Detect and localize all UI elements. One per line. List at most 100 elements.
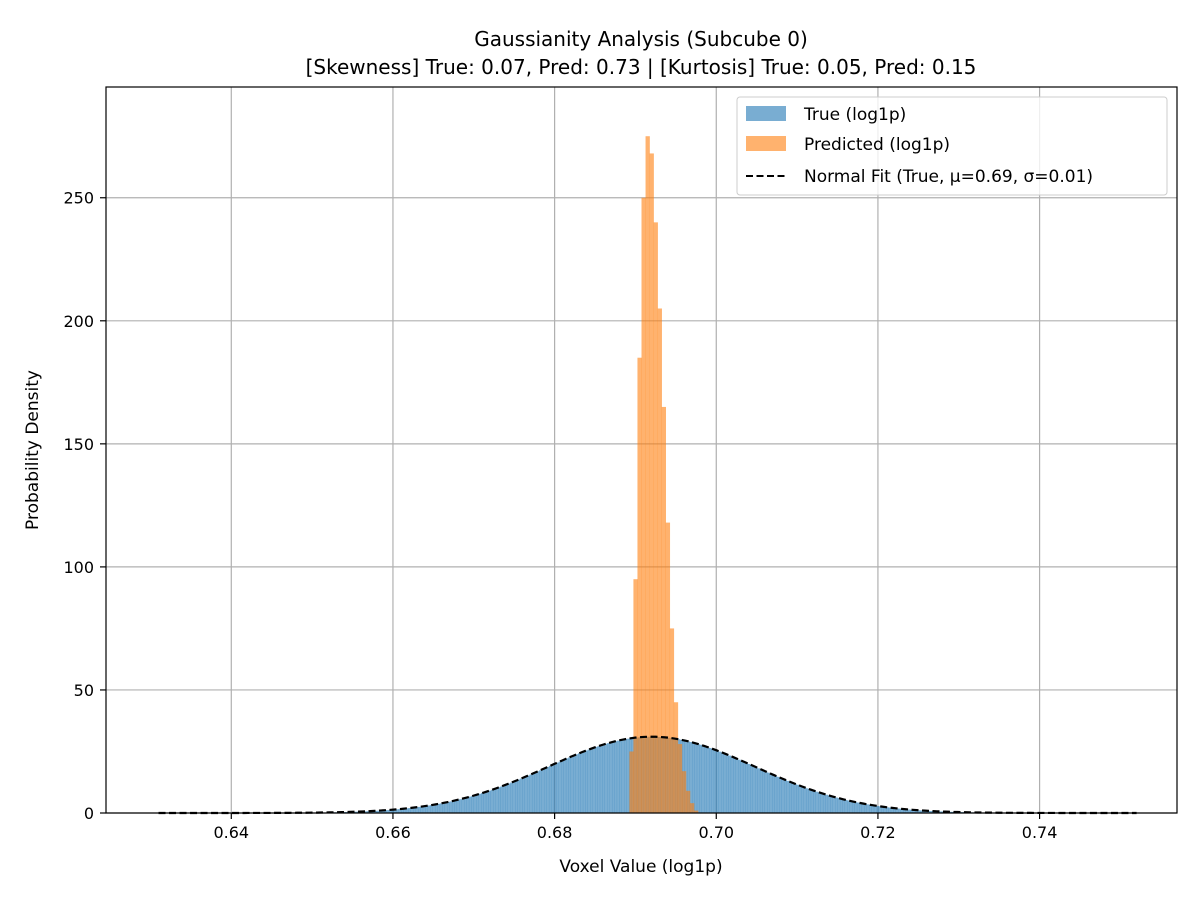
true-hist-bar — [905, 809, 909, 813]
true-hist-bar — [699, 744, 702, 813]
true-hist-bar — [473, 795, 477, 813]
true-hist-bar — [796, 784, 799, 813]
true-hist-bar — [587, 749, 591, 813]
true-hist-bar — [869, 804, 872, 813]
true-hist-bar — [861, 803, 865, 813]
true-hist-bar — [886, 807, 889, 813]
true-hist-bar — [888, 807, 892, 813]
true-hist-bar — [607, 743, 610, 813]
true-hist-bar — [425, 805, 428, 813]
true-hist-bar — [454, 800, 458, 813]
true-hist-bar — [611, 741, 615, 813]
true-hist-bar — [619, 740, 622, 813]
true-hist-bar — [580, 752, 584, 813]
true-hist-bar — [910, 809, 913, 813]
true-hist-bar — [418, 806, 421, 813]
predicted-hist-bar — [649, 153, 654, 814]
true-hist-bar — [742, 761, 746, 813]
true-hist-bar — [687, 741, 690, 813]
true-hist-bar — [427, 805, 431, 813]
true-hist-bar — [415, 807, 419, 813]
true-hist-bar — [907, 809, 911, 813]
true-hist-bar — [801, 786, 804, 813]
true-hist-bar — [803, 787, 807, 813]
true-hist-bar — [527, 775, 530, 813]
predicted-hist-bar — [689, 803, 695, 813]
x-tick-label: 0.64 — [213, 823, 249, 842]
true-hist-bar — [459, 799, 462, 813]
true-hist-bar — [364, 811, 368, 813]
true-hist-bar — [725, 754, 729, 813]
true-hist-bar — [565, 758, 569, 813]
true-hist-bar — [442, 802, 445, 813]
true-hist-bar — [388, 809, 392, 813]
true-hist-bar — [898, 808, 901, 813]
true-hist-bar — [842, 799, 846, 813]
true-hist-bar — [701, 745, 705, 813]
true-hist-bar — [876, 805, 879, 813]
true-hist-bar — [626, 738, 630, 813]
true-hist-bar — [929, 811, 933, 813]
true-hist-bar — [502, 785, 506, 813]
true-hist-bar — [444, 802, 448, 813]
true-hist-bar — [759, 769, 763, 813]
true-hist-bar — [723, 753, 727, 813]
true-hist-bar — [490, 789, 494, 813]
true-hist-bar — [592, 747, 596, 813]
y-tick-label: 200 — [63, 312, 94, 331]
y-tick-label: 0 — [84, 804, 94, 823]
true-hist-bar — [597, 746, 601, 813]
true-hist-bar — [386, 810, 390, 813]
true-hist-bar — [519, 778, 523, 813]
true-hist-bar — [713, 749, 717, 813]
predicted-hist-bar — [641, 197, 646, 814]
true-hist-bar — [401, 808, 404, 813]
true-hist-bar — [844, 799, 848, 813]
true-hist-bar — [599, 745, 603, 813]
true-hist-bar — [609, 742, 613, 813]
true-hist-bar — [602, 744, 605, 813]
true-hist-bar — [439, 803, 443, 813]
true-hist-bar — [924, 810, 928, 813]
true-hist-bar — [740, 760, 744, 813]
true-hist-bar — [510, 782, 513, 813]
true-hist-bar — [570, 756, 574, 813]
true-hist-bar — [488, 790, 492, 813]
true-hist-bar — [883, 806, 887, 813]
true-hist-bar — [517, 779, 521, 813]
true-hist-bar — [820, 793, 824, 813]
true-hist-bar — [772, 774, 775, 813]
true-hist-bar — [432, 804, 436, 813]
true-hist-bar — [922, 810, 926, 813]
true-hist-bar — [398, 809, 402, 813]
true-hist-bar — [430, 805, 433, 813]
true-hist-bar — [721, 752, 724, 813]
true-hist-bar — [449, 801, 453, 813]
y-tick-label: 250 — [63, 189, 94, 208]
predicted-hist-bar — [637, 357, 642, 813]
true-hist-bar — [575, 754, 579, 813]
true-hist-bar — [767, 772, 770, 813]
true-hist-bar — [573, 755, 576, 813]
true-hist-bar — [405, 808, 409, 813]
true-hist-bar — [413, 807, 416, 813]
true-hist-bar — [534, 772, 538, 813]
predicted-hist-bar — [661, 406, 666, 813]
true-hist-bar — [512, 781, 516, 813]
true-hist-bar — [546, 766, 550, 813]
true-hist-bar — [890, 807, 894, 813]
true-hist-bar — [515, 780, 518, 813]
y-tick-label: 50 — [74, 681, 94, 700]
predicted-hist-bar — [673, 702, 679, 813]
true-hist-bar — [762, 770, 766, 813]
true-hist-bar — [849, 801, 853, 813]
predicted-hist-bar — [677, 744, 683, 813]
true-hist-bar — [447, 801, 450, 813]
true-hist-bar — [374, 810, 378, 813]
true-hist-bar — [755, 767, 758, 813]
legend-label-predicted: Predicted (log1p) — [804, 135, 950, 155]
true-hist-bar — [391, 809, 395, 813]
true-hist-bar — [747, 764, 751, 813]
true-hist-bar — [403, 808, 407, 813]
